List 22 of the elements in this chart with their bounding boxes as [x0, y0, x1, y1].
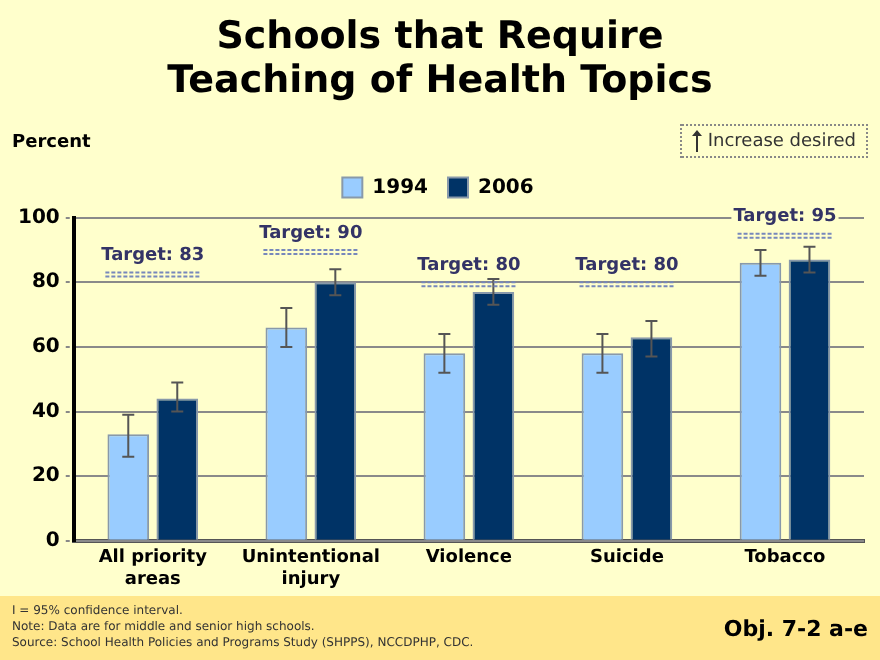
ref-line-label: Target: 90	[259, 223, 363, 244]
x-tick-label: Unintentional injury	[241, 548, 380, 590]
ref-line-label: Target: 80	[575, 255, 679, 276]
ref-line-label: Target: 95	[733, 207, 837, 228]
x-tick-label: Violence	[425, 548, 512, 569]
x-tick-label: Tobacco	[744, 548, 826, 569]
ref-line-label: Target: 83	[101, 246, 205, 267]
y-tick-label: 80	[31, 271, 60, 294]
x-tick-label: All priority areas	[98, 548, 208, 590]
chart-title: Schools that Require Teaching of Health Topics	[165, 12, 715, 106]
text: Increase desired	[707, 131, 856, 151]
y-tick-label: 60	[31, 336, 60, 359]
ref-line-label: Target: 80	[417, 255, 521, 276]
y-tick-label: 20	[31, 465, 60, 488]
y-tick-label: 0	[45, 529, 60, 552]
text: Obj. 7-2 a-e	[723, 615, 868, 641]
x-tick-label: Suicide	[589, 548, 664, 569]
y-tick-label: 40	[31, 400, 60, 423]
y-tick-label: 100	[18, 206, 60, 229]
legend-label: 1994	[372, 176, 429, 199]
legend-label: 2006	[478, 176, 534, 199]
y-axis-title: Percent	[12, 133, 92, 154]
